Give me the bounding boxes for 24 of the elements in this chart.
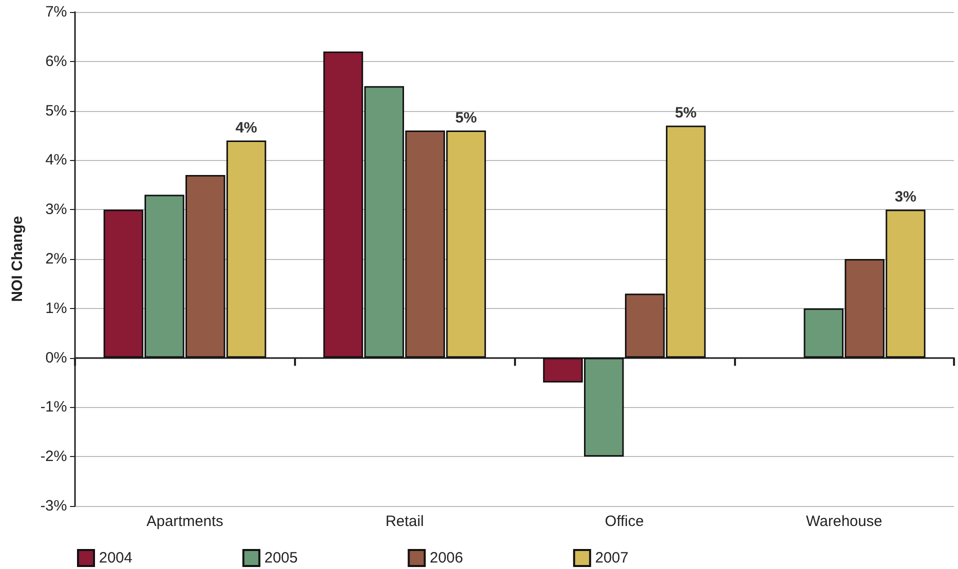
y-tick-label: 3%	[45, 201, 67, 218]
data-label: 5%	[455, 110, 477, 127]
x-tick-label: Apartments	[146, 513, 224, 530]
y-tick-label: 2%	[45, 250, 67, 268]
y-axis-title: NOI Change	[9, 216, 26, 302]
y-tick-label: 4%	[45, 152, 67, 169]
legend-label: 2005	[264, 550, 298, 566]
y-tick-label: -1%	[40, 398, 67, 416]
x-tick-label: Warehouse	[806, 513, 882, 530]
x-tick-label: Office	[604, 513, 644, 530]
y-tick-label: 5%	[45, 102, 67, 120]
legend-label: 2004	[99, 550, 132, 566]
y-tick-label: 0%	[45, 349, 67, 366]
legend-label: 2007	[595, 550, 628, 566]
y-tick-label: 7%	[45, 4, 67, 20]
data-label: 3%	[894, 188, 916, 206]
y-tick-label: 1%	[45, 300, 67, 317]
x-tick-label: Retail	[385, 513, 424, 530]
data-label: 4%	[235, 119, 258, 136]
y-tick-label: -3%	[40, 498, 67, 514]
legend-label: 2006	[430, 550, 464, 566]
data-label: 5%	[674, 104, 697, 122]
y-tick-label: -2%	[40, 448, 67, 466]
y-tick-label: 6%	[45, 52, 67, 70]
